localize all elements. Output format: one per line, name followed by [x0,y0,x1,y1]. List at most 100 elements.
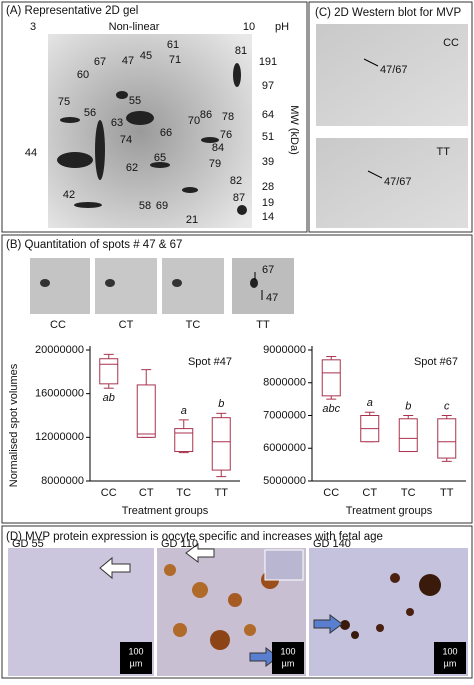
spot-label: 60 [77,69,89,81]
blot-image [316,138,468,228]
panel-title: (B) Quantitation of spots # 47 & 67 [6,239,182,251]
y-tick-label: 6000000 [263,442,306,454]
y-tick-label: 20000000 [35,344,84,356]
mw-axis-label: MW (kDa) [288,105,300,155]
y-tick-label: 8000000 [263,377,306,389]
ph-label: 10 [243,21,255,33]
spot-label: 84 [212,142,224,154]
group-label: b [218,398,224,410]
pointer-arrows [99,543,343,667]
spot-label: 76 [220,129,232,141]
spot-label: 47/67 [380,64,408,76]
scale-unit: µm [282,658,295,668]
y-axis-label: Normalised spot volumes [8,363,20,487]
spot-label: 87 [233,192,245,204]
blot-image [316,24,468,126]
scale-unit: µm [130,658,143,668]
y-tick-label: 5000000 [263,475,306,487]
group-label: abc [322,403,340,415]
mw-label: 64 [262,109,274,121]
spot-label: 66 [160,127,172,139]
spot-label: 63 [111,117,123,129]
panel-title: (C) 2D Western blot for MVP [315,7,461,19]
spot-label: 71 [169,54,181,66]
spot-label: 79 [209,158,221,170]
image-label: GD 55 [12,538,44,550]
spot-label: 21 [186,214,198,226]
box [398,418,418,453]
box [99,358,119,385]
mw-label: 191 [259,56,277,68]
box [437,418,457,459]
scale-unit: µm [444,658,457,668]
arrow [363,58,379,67]
panel-frame [308,1,473,233]
spot-label: 58 [139,200,151,212]
spot-label: 47 [122,55,134,67]
spot-label: 86 [200,109,212,121]
spot-label: 61 [167,39,179,51]
scale-bar-box [434,642,466,674]
x-axis-label: Treatment groups [346,505,433,517]
arrow [367,170,383,179]
box [211,417,231,471]
mw-label: 14 [262,211,274,223]
x-tick-label: TC [176,487,191,499]
y-tick-label: 8000000 [41,475,84,487]
gel-spots [57,63,247,215]
spot-label: 42 [63,189,75,201]
group-label: TT [437,146,451,158]
box [174,428,194,453]
spot-label: 75 [58,96,70,108]
spot-label: 62 [126,162,138,174]
chart-title: Spot #47 [188,356,232,368]
scale-bar-box [272,642,304,674]
arrow-label: 67 [262,264,274,276]
mw-label: 51 [262,131,274,143]
x-tick-label: CC [323,487,339,499]
strip-label: CC [50,319,66,331]
y-tick-label: 7000000 [263,409,306,421]
group-label: ab [103,392,115,404]
group-label: a [367,397,373,409]
spot-label: 65 [154,152,166,164]
spot-label: 56 [84,107,96,119]
scale-value: 100 [128,646,143,656]
box [321,359,341,397]
scale-value: 100 [442,646,457,656]
spot-label: 55 [129,95,141,107]
x-tick-label: CT [139,487,154,499]
group-label: c [444,400,450,412]
spot-strips [30,258,294,314]
group-label: a [181,405,187,417]
group-label: b [405,400,411,412]
spot-label: 44 [25,147,37,159]
x-tick-label: TC [401,487,416,499]
mw-label: 19 [262,197,274,209]
scale-value: 100 [280,646,295,656]
x-axis-label: Treatment groups [122,505,209,517]
y-tick-label: 9000000 [263,344,306,356]
mw-label: 39 [262,156,274,168]
spot-label: 47/67 [384,176,412,188]
panel-frame [1,1,308,233]
mw-label: 28 [262,181,274,193]
chart-title: Spot #67 [414,356,458,368]
strip-label: CT [119,319,134,331]
image-label: GD 140 [313,538,351,550]
spot-label: 78 [222,111,234,123]
y-tick-label: 16000000 [35,388,84,400]
ph-label: Non-linear [109,21,160,33]
strip-label: TC [186,319,201,331]
spot-label: 69 [156,200,168,212]
x-tick-label: TT [215,487,229,499]
x-tick-label: TT [440,487,454,499]
ph-label: 3 [30,21,36,33]
y-tick-label: 12000000 [35,431,84,443]
spot-label: 81 [235,45,247,57]
ph-label: pH [275,21,289,33]
strip-label: TT [256,319,270,331]
scale-bar-box [120,642,152,674]
arrow-label: 47 [266,292,278,304]
